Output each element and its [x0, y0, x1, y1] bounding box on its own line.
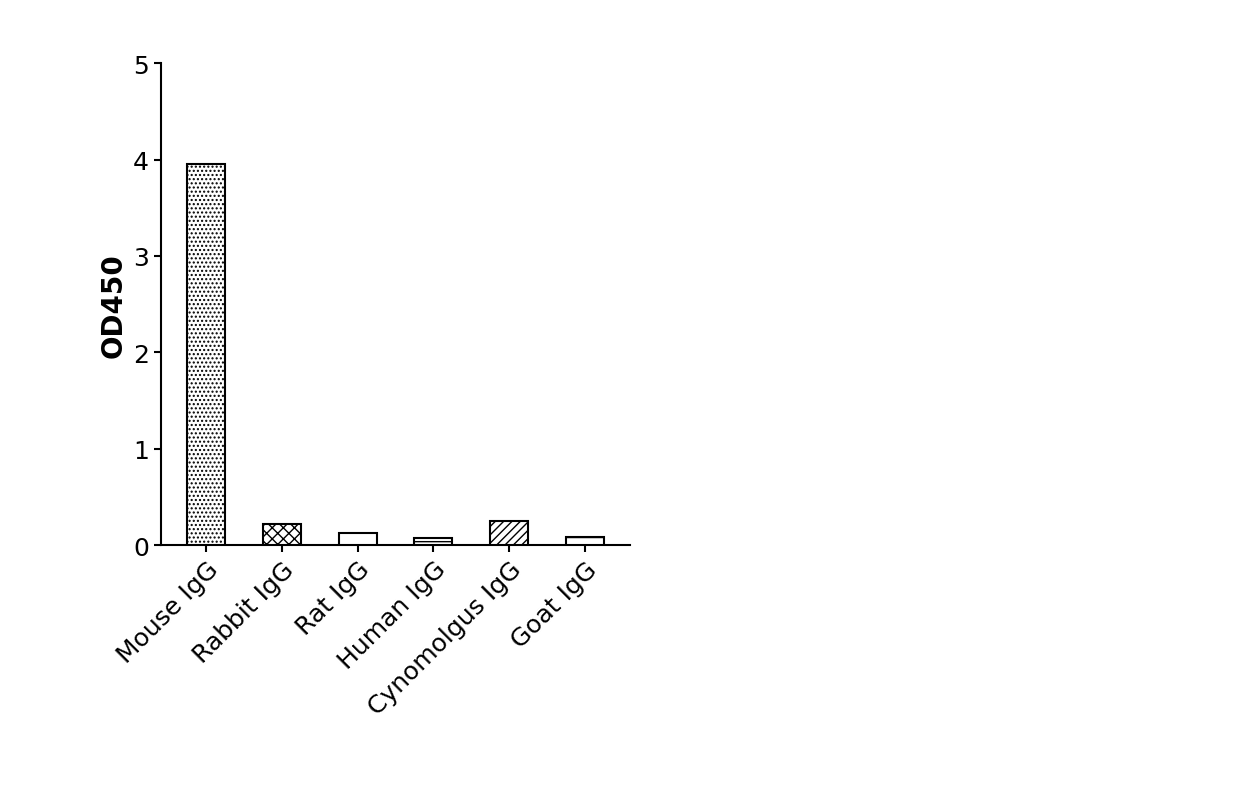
- Bar: [491, 521, 528, 545]
- Bar: [414, 539, 452, 545]
- Bar: [263, 525, 300, 545]
- Bar: [187, 165, 225, 545]
- Bar: [339, 533, 377, 545]
- Y-axis label: OD450: OD450: [99, 253, 127, 357]
- Bar: [566, 537, 604, 545]
